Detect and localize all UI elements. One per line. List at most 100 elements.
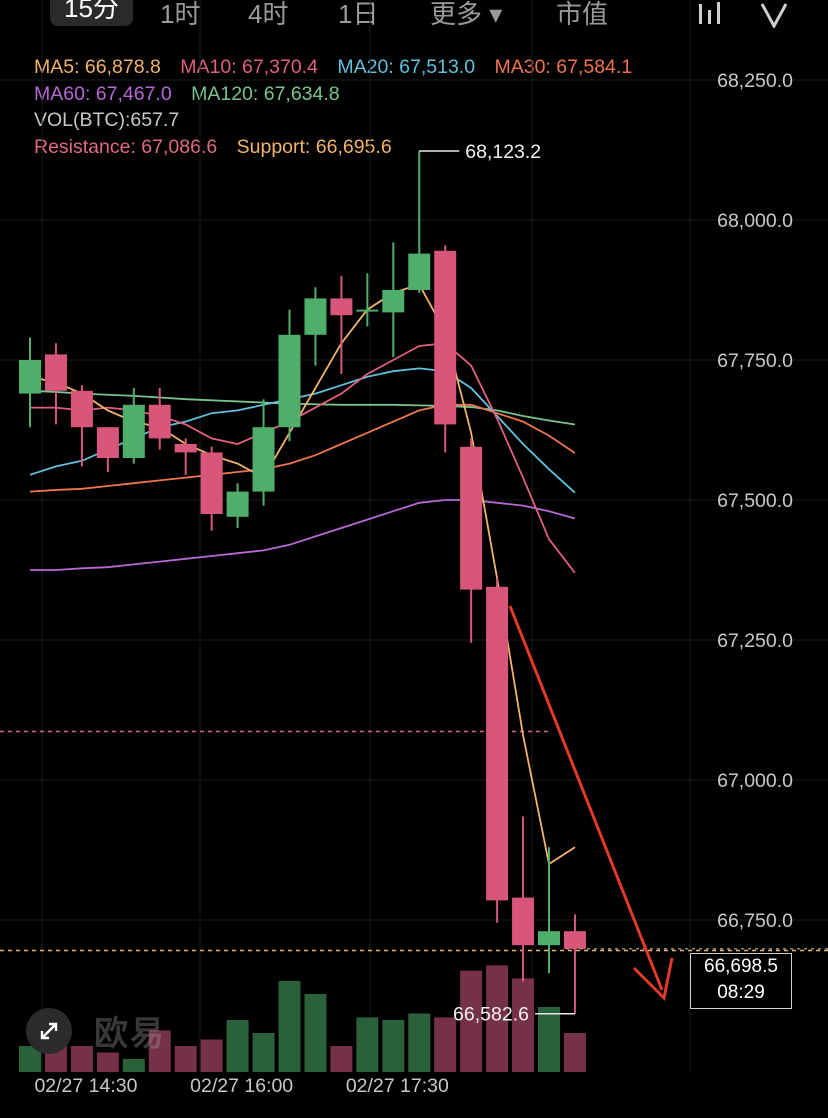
volume-bar — [434, 1017, 457, 1072]
volume-bar — [486, 965, 509, 1072]
candle-body — [538, 931, 560, 946]
current-price: 66,698.5 — [704, 956, 778, 977]
trend-arrow-head — [632, 957, 674, 1002]
indicator-legend: MA5: 66,878.8 MA10: 67,370.4 MA20: 67,51… — [34, 54, 646, 160]
volume-bar — [174, 1046, 197, 1072]
current-price-tag: 66,698.5 08:29 — [690, 953, 792, 1009]
y-tick-label: 67,000.0 — [717, 770, 793, 792]
volume-bar — [382, 1020, 405, 1072]
candle-countdown: 08:29 — [717, 982, 765, 1003]
ma20-label: MA20: 67,513.0 — [337, 56, 476, 78]
volume-bar — [356, 1017, 379, 1072]
candle — [356, 273, 379, 327]
y-tick-label: 67,250.0 — [717, 630, 793, 652]
resistance-label: Resistance: 67,086.6 — [34, 135, 218, 158]
volume-bar — [148, 1030, 171, 1072]
candle-body — [278, 334, 301, 428]
candle-body — [226, 491, 249, 517]
expand-button[interactable] — [26, 1008, 72, 1054]
volume-bar — [408, 1013, 431, 1072]
tab-1h[interactable]: 1时 — [160, 0, 201, 29]
timeframe-bar: 15分 1时 4时 1日 更多 ▾ 市值 — [0, 0, 828, 40]
ma60-label: MA60: 67,467.0 — [34, 82, 172, 105]
candle — [538, 847, 560, 974]
candle — [252, 399, 275, 506]
volume-bar — [460, 970, 483, 1072]
candle — [330, 276, 353, 374]
trend-arrow-line — [508, 605, 664, 991]
candle — [563, 914, 586, 1014]
expand-icon — [40, 1022, 58, 1040]
ma30-line — [29, 403, 576, 493]
candle — [434, 245, 457, 453]
ma5-line — [29, 283, 576, 866]
candle — [486, 578, 509, 923]
candle — [304, 287, 327, 366]
candle-body — [408, 253, 431, 290]
volume-bar — [122, 1059, 145, 1072]
watermark-logo: 欧易 — [94, 1015, 166, 1053]
tab-more[interactable]: 更多 ▾ — [430, 0, 503, 29]
candle-body — [486, 586, 509, 901]
ma10-label: MA10: 67,370.4 — [180, 56, 318, 78]
candle-body — [44, 354, 67, 391]
candle — [174, 438, 197, 475]
y-tick-label: 67,750.0 — [717, 350, 793, 372]
volume-bar — [330, 1046, 353, 1072]
candle-body — [148, 404, 171, 439]
volume-bar — [563, 1033, 586, 1072]
volume-bar — [96, 1052, 119, 1072]
tab-15m[interactable]: 15分 — [50, 0, 133, 26]
candle-body — [512, 897, 535, 946]
ma30-label: MA30: 67,584.1 — [494, 56, 633, 78]
y-tick-label: 68,000.0 — [717, 210, 793, 232]
tab-market-cap[interactable]: 市值 — [556, 0, 609, 29]
candle-body — [174, 444, 197, 453]
volume-bar — [70, 1046, 93, 1072]
shield-icon[interactable] — [758, 0, 790, 28]
candle-body — [19, 360, 41, 394]
volume-bar — [200, 1039, 223, 1072]
candle-body — [304, 298, 327, 335]
ma5-label: MA5: 66,878.8 — [34, 56, 161, 78]
candle-body — [382, 290, 405, 313]
low-price-label: 66,582.6 — [453, 1004, 529, 1026]
volume-bar — [19, 1046, 41, 1072]
candle-body — [434, 250, 457, 425]
volume-bar — [226, 1020, 249, 1072]
ma20-line — [29, 367, 576, 494]
bar-chart-icon[interactable] — [696, 0, 726, 26]
y-tick-label: 68,250.0 — [717, 70, 793, 92]
x-tick-label: 02/27 16:00 — [190, 1075, 293, 1097]
candle — [200, 446, 223, 531]
volume-bar — [304, 994, 327, 1072]
x-tick-label: 02/27 14:30 — [34, 1075, 137, 1097]
x-tick-label: 02/27 17:30 — [346, 1075, 449, 1097]
candle — [408, 151, 431, 293]
volume-bar — [538, 1007, 560, 1072]
high-price-label: 68,123.2 — [465, 141, 541, 163]
support-label: Support: 66,695.6 — [236, 135, 392, 158]
candle — [460, 438, 483, 643]
candle-body — [330, 298, 353, 316]
candle — [122, 388, 145, 464]
candle — [44, 343, 67, 425]
y-tick-label: 67,500.0 — [717, 490, 793, 512]
candle — [226, 483, 249, 528]
candle-body — [252, 427, 275, 492]
candle — [278, 309, 301, 442]
candle-body — [70, 390, 93, 428]
ma10-line — [30, 342, 576, 574]
candle — [148, 388, 171, 450]
tab-4h[interactable]: 4时 — [248, 0, 289, 29]
volume-bar — [252, 1033, 275, 1072]
candle — [70, 385, 93, 467]
volume-bar — [278, 981, 301, 1072]
candle — [19, 337, 41, 428]
candle-body — [96, 427, 119, 458]
tab-1d[interactable]: 1日 — [338, 0, 379, 29]
candle — [382, 242, 405, 358]
y-tick-label: 66,750.0 — [717, 910, 793, 932]
candle-body — [122, 404, 145, 458]
